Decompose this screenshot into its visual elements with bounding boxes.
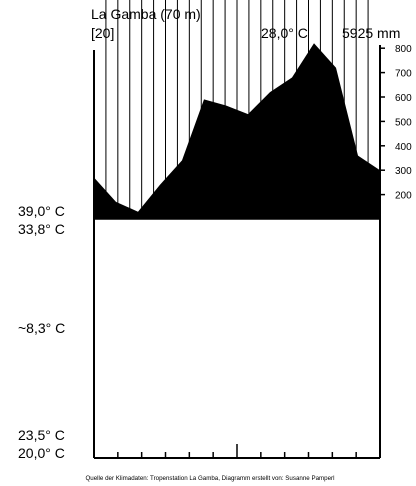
mean-daily-min-label: 23,5° C	[18, 427, 65, 443]
abs-max-label: 39,0° C	[18, 203, 65, 219]
precipitation-tick-label: 800	[395, 44, 412, 55]
month-ticks	[117, 444, 357, 458]
precipitation-perhumid-area	[94, 43, 380, 219]
precipitation-tick-label: 600	[395, 93, 412, 104]
precipitation-tick-label: 700	[395, 69, 412, 80]
precipitation-tick-label: 300	[395, 166, 412, 177]
years-label: [20]	[91, 25, 114, 41]
mean-temperature-label: 28,0° C	[261, 25, 308, 41]
source-note: Quelle der Klimadaten: Tropenstation La …	[85, 475, 334, 482]
precipitation-ticks: 20406080100200300400500600700800	[380, 44, 412, 202]
precipitation-tick-label: 400	[395, 142, 412, 153]
humid-period-hatching	[105, 0, 369, 219]
abs-min-label: 20,0° C	[18, 445, 65, 461]
mean-daily-max-label: 33,8° C	[18, 221, 65, 237]
annual-precipitation-label: 5925 mm	[342, 25, 400, 41]
precipitation-tick-label: 200	[395, 191, 412, 202]
precipitation-tick-label: 500	[395, 117, 412, 128]
station-title: La Gamba (70 m)	[91, 6, 201, 22]
daily-range-label: ~8,3° C	[18, 320, 65, 336]
